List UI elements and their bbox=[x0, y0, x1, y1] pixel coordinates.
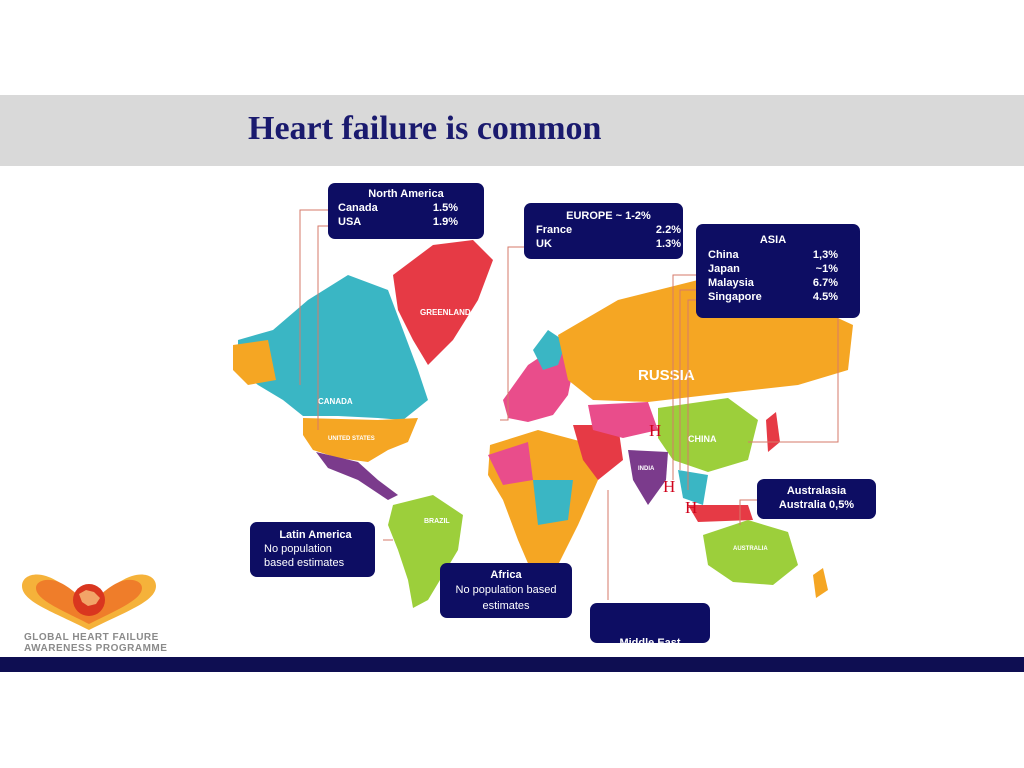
marker-h-southeast-asia: H bbox=[663, 477, 676, 496]
country-name: Japan bbox=[708, 263, 740, 275]
page-title: Heart failure is common bbox=[248, 110, 602, 147]
africa-line1: No population based bbox=[455, 584, 557, 596]
marker-h-china: H bbox=[649, 421, 662, 440]
australia-shape bbox=[703, 520, 798, 585]
table-row: Canada 1.5% bbox=[338, 201, 474, 215]
africa-header: Africa bbox=[490, 569, 522, 581]
north-america-box: North America Canada 1.5% USA 1.9% bbox=[328, 183, 484, 239]
table-row: Malaysia 6.7% bbox=[708, 276, 838, 290]
west-africa-shape bbox=[488, 442, 533, 485]
connector-lines bbox=[299, 209, 839, 600]
latin-america-box: Latin America No population based estima… bbox=[250, 522, 375, 577]
new-zealand-shape bbox=[813, 568, 828, 598]
global-heart-failure-logo: GLOBAL HEART FAILURE AWARENESS PROGRAMME bbox=[10, 572, 170, 662]
country-value: 4.5% bbox=[812, 291, 838, 303]
europe-header: EUROPE ~ 1-2% bbox=[566, 210, 651, 222]
usa-shape bbox=[303, 418, 418, 462]
brazil-label: BRAZIL bbox=[424, 518, 450, 525]
country-value: 6.7% bbox=[812, 277, 838, 289]
country-name: France bbox=[536, 224, 573, 236]
australasia-connector bbox=[739, 499, 758, 525]
country-name: Singapore bbox=[708, 291, 762, 303]
table-row: Singapore 4.5% bbox=[708, 290, 838, 304]
japan-shape bbox=[766, 412, 780, 452]
table-row: Japan ~1% bbox=[708, 262, 838, 276]
country-value: ~1% bbox=[815, 263, 838, 275]
country-value: 1.3% bbox=[655, 238, 681, 250]
alaska-shape bbox=[233, 340, 276, 385]
table-row: China 1,3% bbox=[708, 248, 838, 262]
mexico-shape bbox=[316, 452, 398, 500]
heart-globe-icon bbox=[22, 574, 156, 630]
china-label: CHINA bbox=[688, 434, 717, 444]
central-asia-shape bbox=[588, 402, 658, 438]
logo-text-line1: GLOBAL HEART FAILURE bbox=[24, 632, 159, 643]
latin-america-line2: based estimates bbox=[264, 557, 345, 569]
australasia-line: Australia 0,5% bbox=[778, 499, 855, 511]
south-america-shape bbox=[388, 495, 463, 608]
marker-h-indonesia: H bbox=[685, 498, 698, 517]
country-name: Canada bbox=[338, 202, 378, 214]
greenland-label: GREENLAND bbox=[420, 308, 471, 317]
europe-connector bbox=[500, 246, 524, 421]
country-name: UK bbox=[536, 238, 552, 250]
latin-america-header: Latin America bbox=[279, 529, 352, 541]
africa-line2: estimates bbox=[482, 600, 530, 612]
greenland-shape bbox=[393, 240, 493, 365]
central-africa-shape bbox=[533, 480, 573, 525]
middle-east-shape bbox=[573, 425, 623, 480]
table-row: France 2.2% bbox=[536, 223, 681, 237]
southeast-asia-shape bbox=[678, 470, 708, 505]
country-value: 2.2% bbox=[655, 224, 681, 236]
country-name: China bbox=[708, 249, 739, 261]
middle-east-header: Middle East bbox=[619, 637, 681, 649]
country-value: 1.9% bbox=[432, 216, 458, 228]
united-states-label: UNITED STATES bbox=[328, 436, 375, 442]
asia-box: ASIA China 1,3% Japan ~1% Malaysia 6.7% Sin… bbox=[696, 224, 860, 318]
middle-east-box: Middle East Oman 0,5% bbox=[590, 603, 710, 691]
canada-shape bbox=[238, 275, 428, 420]
asia-header: ASIA bbox=[759, 234, 787, 246]
russia-label: RUSSIA bbox=[638, 367, 695, 384]
bottom-bar bbox=[0, 657, 1024, 672]
logo-text-line2: AWARENESS PROGRAMME bbox=[24, 643, 168, 654]
title-band bbox=[0, 95, 1024, 166]
india-label: INDIA bbox=[638, 466, 655, 472]
table-row: UK 1.3% bbox=[536, 237, 681, 251]
country-value: 1,3% bbox=[812, 249, 838, 261]
table-row: USA 1.9% bbox=[338, 215, 474, 229]
country-value: 1.5% bbox=[432, 202, 458, 214]
north-america-header: North America bbox=[368, 188, 444, 200]
australasia-header: Australasia bbox=[786, 485, 847, 497]
indonesia-shape bbox=[688, 505, 753, 522]
canada-label: CANADA bbox=[318, 397, 353, 406]
australasia-box: Australasia Australia 0,5% bbox=[757, 479, 876, 519]
asia-connector bbox=[672, 274, 839, 490]
country-name: USA bbox=[338, 216, 362, 228]
india-shape bbox=[628, 450, 668, 505]
north-america-connector bbox=[299, 209, 328, 430]
country-name: Malaysia bbox=[708, 277, 754, 289]
africa-box: Africa No population based estimates bbox=[440, 563, 572, 618]
scandinavia-shape bbox=[533, 330, 566, 370]
europe-box: EUROPE ~ 1-2% France 2.2% UK 1.3% bbox=[524, 203, 683, 259]
middle-east-line: Oman 0,5% bbox=[614, 679, 686, 691]
china-shape bbox=[658, 398, 758, 472]
latin-america-line1: No population bbox=[264, 543, 332, 555]
australia-label: AUSTRALIA bbox=[733, 546, 768, 552]
